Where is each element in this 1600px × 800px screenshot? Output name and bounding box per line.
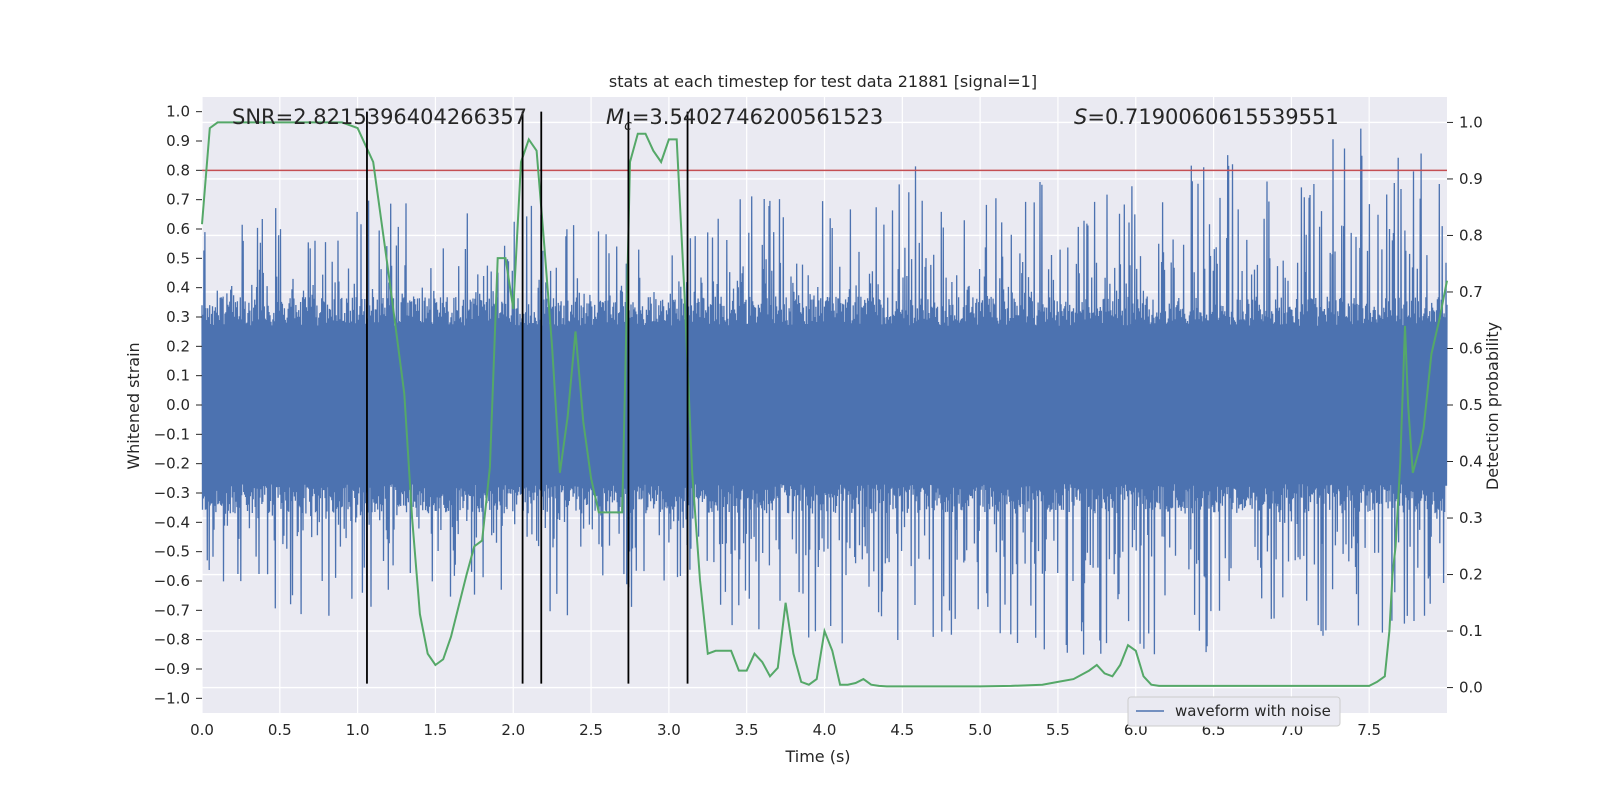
x-tick-label: 0.0 [190,721,214,739]
snr-annotation: SNR=2.8215396404266357 [232,105,527,129]
y-right-tick-label: 0.4 [1459,453,1483,471]
s-annotation: S=0.7190060615539551 [1074,105,1339,129]
x-tick-label: 4.0 [813,721,837,739]
y-tick-label: −0.4 [154,513,190,531]
y-tick-label: −0.2 [154,455,190,473]
y-axis-label: Whitened strain [124,342,143,469]
x-tick-label: 3.5 [735,721,759,739]
chirp-mass-symbol: M [606,105,624,129]
y-tick-label: −1.0 [154,689,190,707]
legend-label-waveform: waveform with noise [1175,702,1331,720]
legend: waveform with noise [1127,696,1341,727]
y-tick-label: −0.6 [154,572,190,590]
y-right-tick-label: 0.0 [1459,679,1483,697]
s-value: =0.7190060615539551 [1087,105,1338,129]
y-tick-label: −0.9 [154,660,190,678]
waveform-line [201,128,1448,655]
overlay-layer [201,111,1448,688]
x-tick-label: 7.5 [1357,721,1381,739]
legend-box [1127,696,1341,727]
x-tick-label: 5.5 [1046,721,1070,739]
x-tick-label: 2.0 [501,721,525,739]
y-tick-label: 0.5 [166,249,190,267]
chirp-mass-value: =3.5402746200561523 [632,105,883,129]
y-right-tick-label: 0.7 [1459,283,1483,301]
s-symbol: S [1074,105,1087,129]
tick-labels-layer: 0.0 0.5 1.0 1.5 2.0 2.5 3.0 3.5 4.0 4.5 5.0 5.5 6.0 6… [154,103,1483,739]
y-tick-label: 0.6 [166,220,190,238]
y-tick-label: −0.3 [154,484,190,502]
y-right-tick-label: 0.5 [1459,396,1483,414]
y-right-tick-label: 0.1 [1459,622,1483,640]
detection-probability-line [201,121,1448,688]
y-tick-label: −0.5 [154,543,190,561]
waveform-series [201,128,1448,655]
y-tick-label: 0.4 [166,279,190,297]
x-tick-label: 2.5 [579,721,603,739]
y-right-tick-label: 0.2 [1459,566,1483,584]
x-tick-label: 1.5 [424,721,448,739]
chirp-mass-annotation: Mc=3.5402746200561523 [606,105,883,134]
y-tick-label: 0.0 [166,396,190,414]
y-right-tick-label: 0.8 [1459,226,1483,244]
y-tick-label: 0.8 [166,161,190,179]
y-tick-label: −0.1 [154,425,190,443]
y-tick-label: 1.0 [166,103,190,121]
x-tick-label: 3.0 [657,721,681,739]
x-tick-label: 5.0 [968,721,992,739]
y-right-tick-label: 0.3 [1459,509,1483,527]
y-right-axis-label: Detection probability [1483,322,1502,490]
y-right-tick-label: 1.0 [1459,113,1483,131]
y-tick-label: 0.1 [166,367,190,385]
y-tick-label: 0.7 [166,191,190,209]
y-tick-label: −0.7 [154,601,190,619]
x-tick-label: 0.5 [268,721,292,739]
y-right-tick-label: 0.9 [1459,170,1483,188]
chart-title: stats at each timestep for test data 218… [609,72,1037,91]
y-right-tick-label: 0.6 [1459,339,1483,357]
x-axis-label: Time (s) [784,747,850,766]
y-tick-label: 0.3 [166,308,190,326]
y-tick-label: 0.2 [166,337,190,355]
x-tick-label: 1.0 [346,721,370,739]
x-tick-label: 4.5 [890,721,914,739]
y-tick-label: −0.8 [154,631,190,649]
y-tick-label: 0.9 [166,132,190,150]
chirp-mass-subscript: c [624,118,632,134]
